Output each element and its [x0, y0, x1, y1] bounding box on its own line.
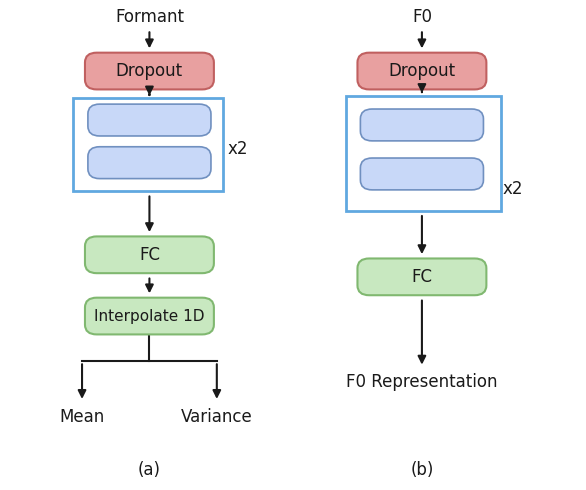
FancyBboxPatch shape [360, 109, 483, 141]
Text: 3*1, 1D Conv: 3*1, 1D Conv [98, 113, 200, 127]
Bar [73, 98, 223, 191]
Text: x2: x2 [227, 141, 247, 158]
Text: Dropout: Dropout [389, 62, 455, 80]
Text: Variance: Variance [181, 408, 253, 425]
FancyBboxPatch shape [85, 237, 214, 273]
Text: ReLU: ReLU [403, 167, 441, 181]
FancyBboxPatch shape [88, 104, 211, 136]
Text: 3*1, 1D Conv: 3*1, 1D Conv [371, 118, 473, 132]
FancyBboxPatch shape [360, 158, 483, 190]
FancyBboxPatch shape [357, 53, 486, 89]
Text: Interpolate 1D: Interpolate 1D [94, 309, 205, 323]
Text: FC: FC [139, 246, 160, 264]
Text: F0: F0 [412, 8, 432, 26]
FancyBboxPatch shape [357, 259, 486, 295]
Text: ReLU: ReLU [130, 155, 169, 170]
Text: Mean: Mean [59, 408, 105, 425]
FancyBboxPatch shape [85, 53, 214, 89]
Text: Formant: Formant [115, 8, 184, 26]
FancyBboxPatch shape [88, 147, 211, 178]
Text: (a): (a) [138, 462, 161, 479]
FancyBboxPatch shape [85, 298, 214, 334]
Text: FC: FC [411, 268, 432, 286]
Text: x2: x2 [503, 180, 523, 197]
Bar [346, 96, 501, 211]
Text: F0 Representation: F0 Representation [346, 373, 498, 391]
Text: Dropout: Dropout [116, 62, 183, 80]
Text: (b): (b) [410, 462, 434, 479]
